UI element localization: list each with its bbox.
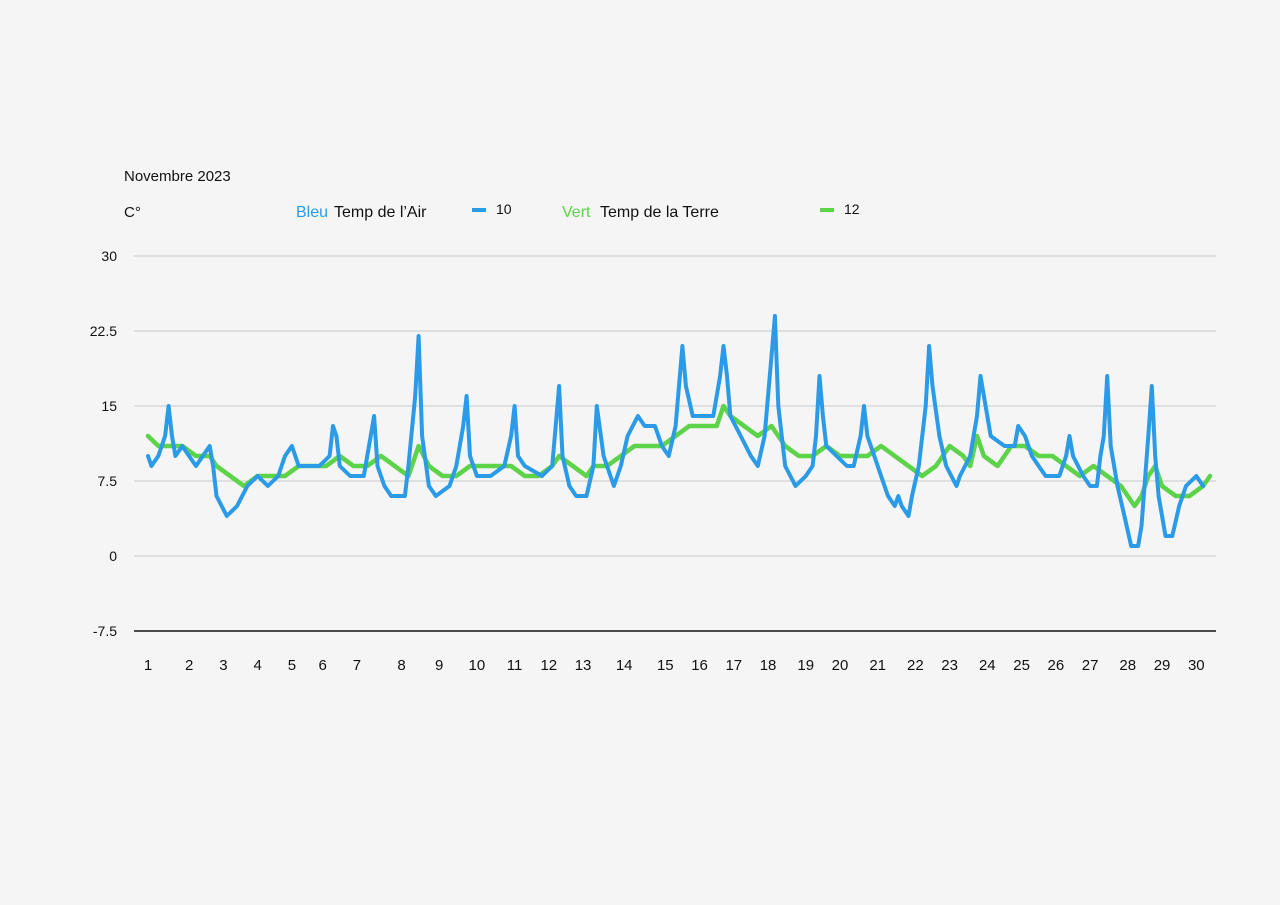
x-tick-label: 24: [979, 657, 996, 674]
x-tick-label: 16: [691, 657, 708, 674]
x-tick-label: 5: [288, 657, 296, 674]
y-tick-label: -7.5: [93, 623, 117, 639]
x-tick-label: 20: [832, 657, 849, 674]
legend-text-ground: Temp de la Terre: [600, 204, 719, 221]
x-tick-label: 23: [941, 657, 958, 674]
x-tick-label: 18: [760, 657, 777, 674]
x-tick-label: 17: [725, 657, 742, 674]
x-tick-label: 15: [657, 657, 674, 674]
x-axis-ticks: 1 2 3 4 5 6 7 8 9 10 11 12 13 14 15 16 17 18 19 20 21 22 23 24 2…: [144, 657, 1205, 674]
y-tick-label: 0: [109, 548, 117, 564]
x-tick-label: 8: [397, 657, 405, 674]
x-tick-label: 28: [1119, 657, 1136, 674]
x-tick-label: 1: [144, 657, 152, 674]
series-line-air-temp: [146, 314, 1206, 548]
x-tick-label: 13: [575, 657, 592, 674]
legend-item-ground: Vert Temp de la Terre 12: [562, 201, 860, 221]
x-tick-label: 22: [907, 657, 924, 674]
chart-title: Novembre 2023: [124, 168, 231, 185]
x-tick-label: 9: [435, 657, 443, 674]
x-tick-label: 10: [469, 657, 486, 674]
x-tick-label: 21: [869, 657, 886, 674]
y-tick-label: 15: [101, 398, 117, 414]
legend-color-word-ground: Vert: [562, 204, 591, 221]
x-tick-label: 26: [1047, 657, 1064, 674]
x-tick-label: 2: [185, 657, 193, 674]
legend-marker-label-ground: 12: [844, 201, 860, 217]
series-line-ground-temp: [145, 403, 1213, 509]
series-lines: [145, 314, 1213, 548]
legend-item-air: Bleu Temp de l’Air 10: [296, 201, 512, 221]
legend-text-air: Temp de l’Air: [334, 204, 427, 221]
y-tick-label: 7.5: [98, 473, 118, 489]
y-tick-label: 22.5: [90, 323, 117, 339]
x-tick-label: 19: [797, 657, 814, 674]
x-tick-label: 27: [1082, 657, 1099, 674]
x-tick-label: 3: [219, 657, 227, 674]
legend-marker-label-air: 10: [496, 201, 512, 217]
x-tick-label: 11: [507, 657, 523, 674]
x-tick-label: 29: [1154, 657, 1171, 674]
x-tick-label: 30: [1188, 657, 1205, 674]
x-tick-label: 4: [253, 657, 261, 674]
x-tick-label: 14: [616, 657, 633, 674]
gridlines: [134, 255, 1216, 632]
x-tick-label: 7: [353, 657, 361, 674]
legend: Bleu Temp de l’Air 10 Vert Temp de la Te…: [296, 201, 860, 221]
x-tick-label: 6: [319, 657, 327, 674]
x-tick-label: 25: [1013, 657, 1030, 674]
y-axis-label: C°: [124, 204, 141, 221]
y-tick-label: 30: [101, 248, 117, 264]
x-tick-label: 12: [540, 657, 557, 674]
legend-color-word-air: Bleu: [296, 204, 328, 221]
y-axis-ticks: 30 22.5 15 7.5 0 -7.5: [90, 248, 117, 639]
